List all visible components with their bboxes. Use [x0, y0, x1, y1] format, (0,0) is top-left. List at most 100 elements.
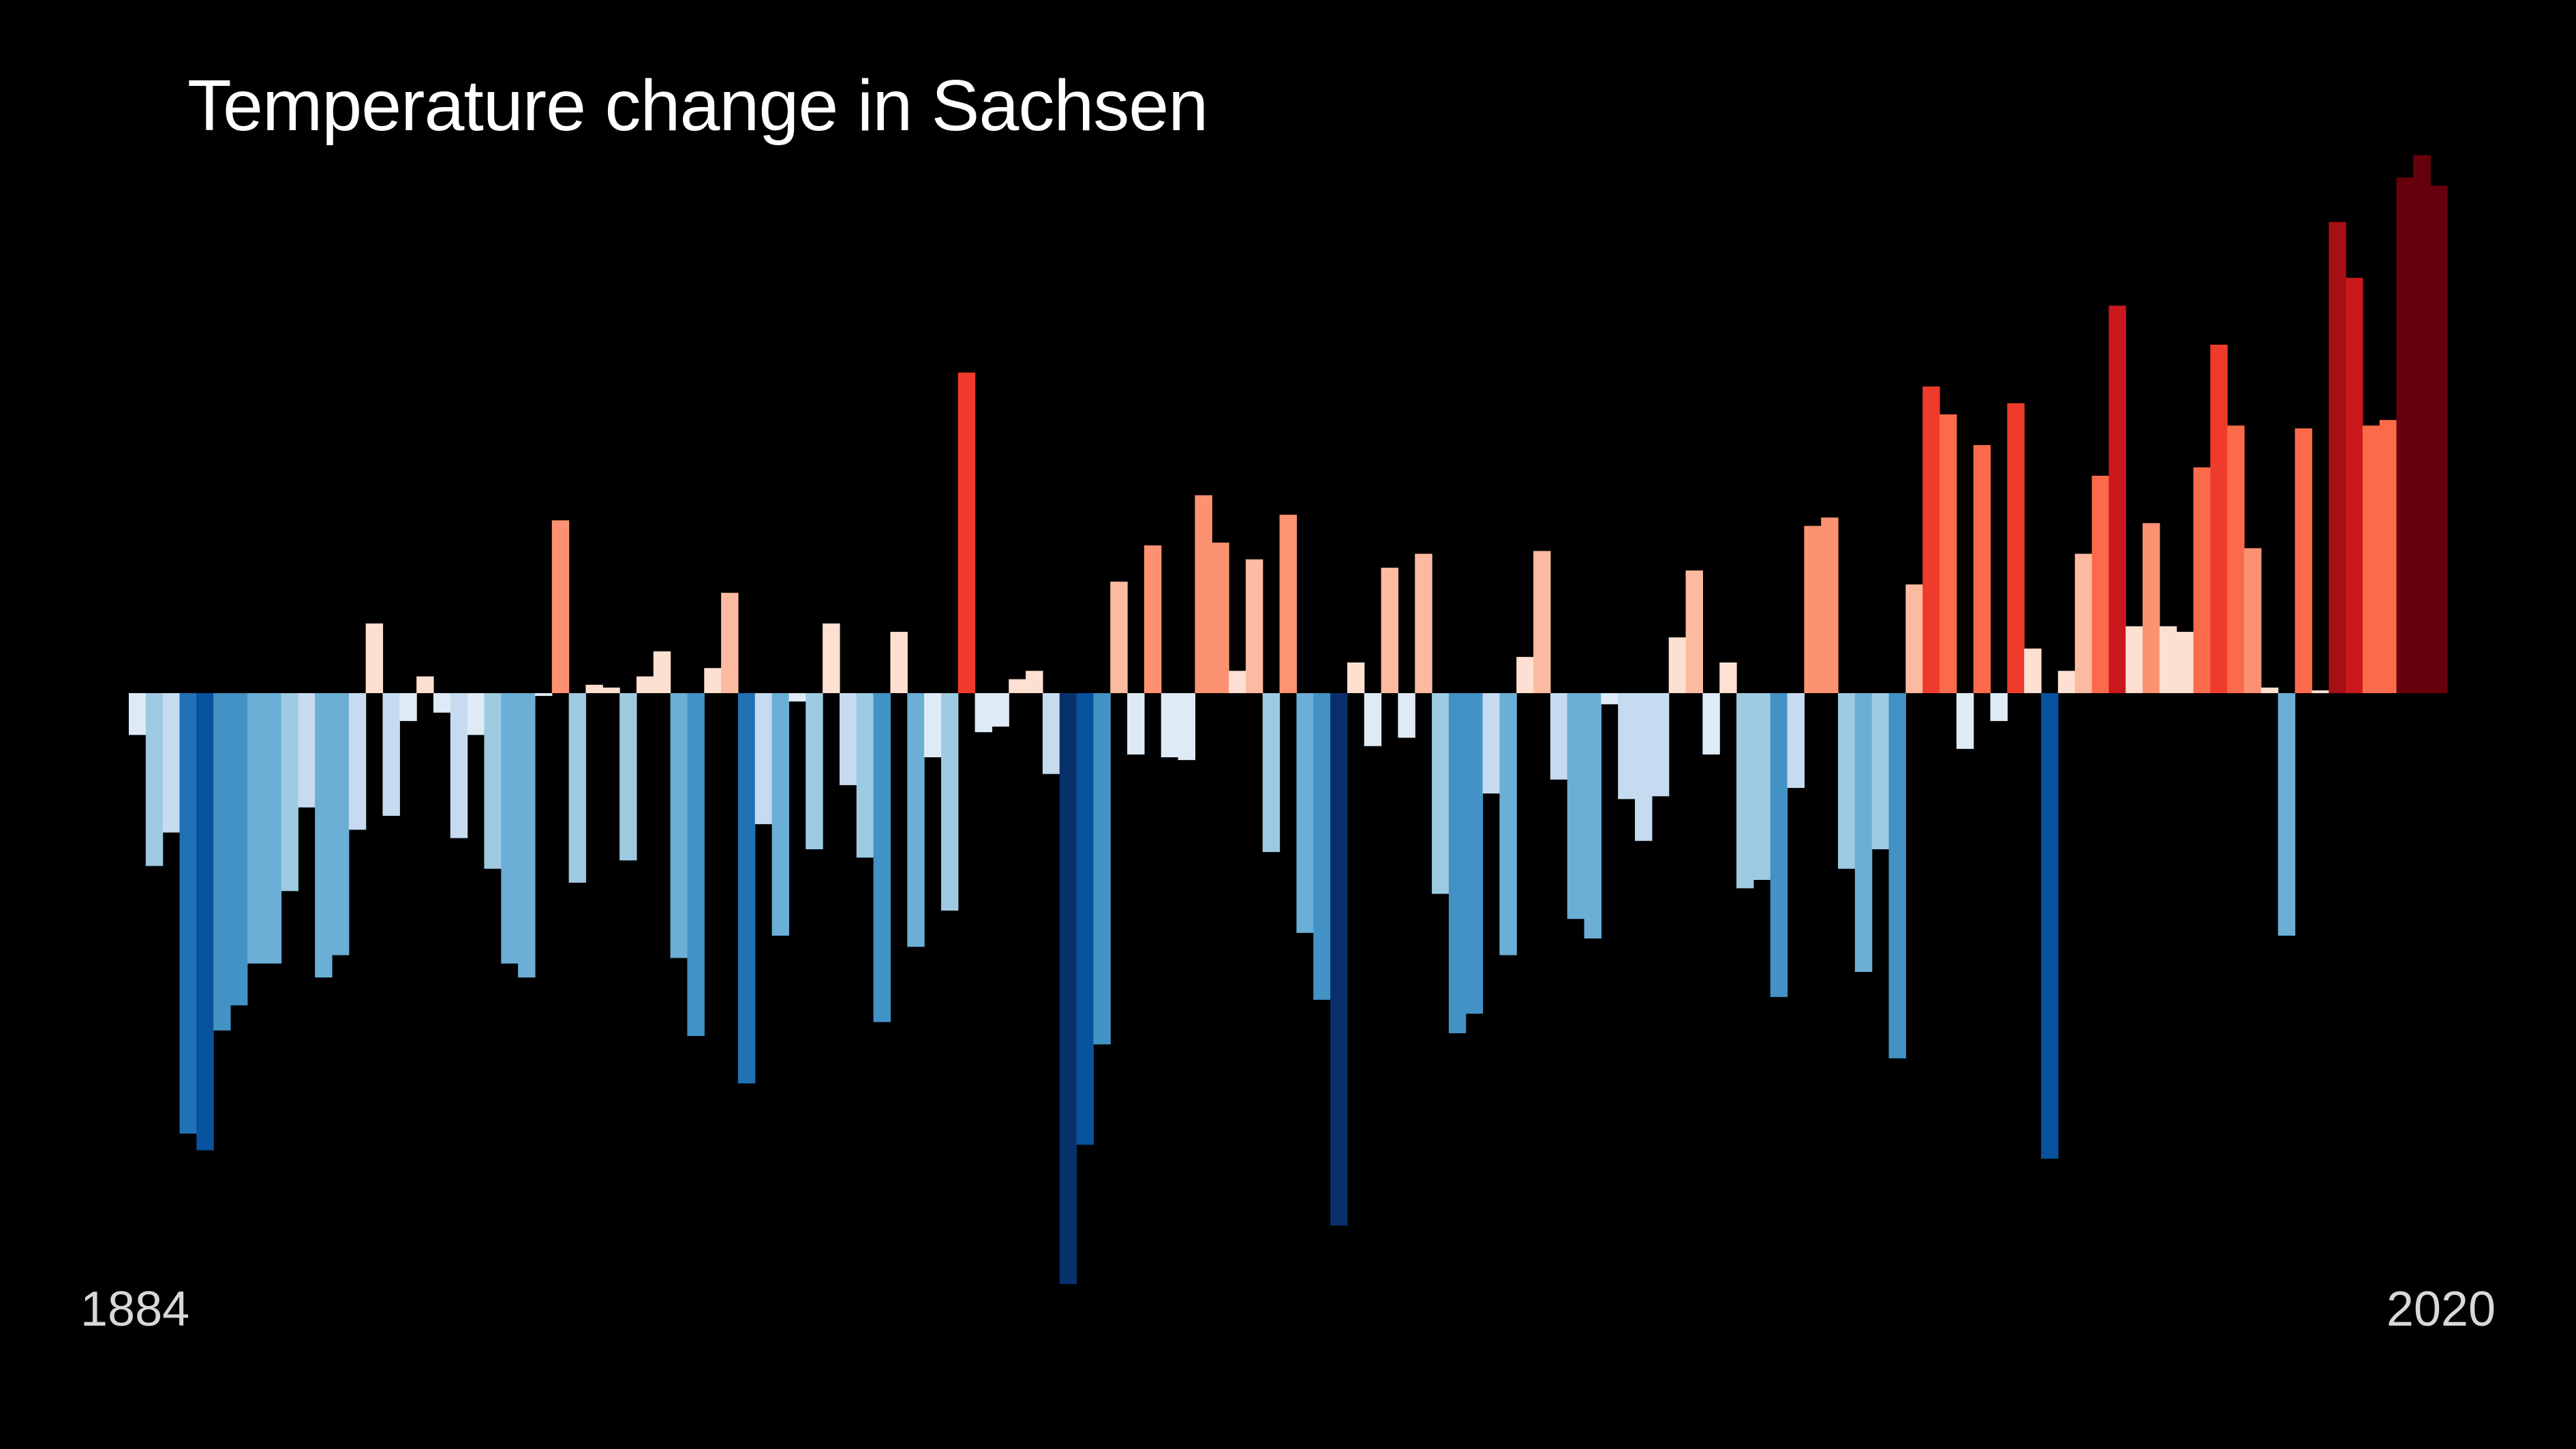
bar-1898 — [365, 623, 384, 693]
bar-1985 — [1838, 693, 1856, 869]
bar-2007 — [2210, 344, 2228, 693]
bar-1920 — [737, 693, 756, 1084]
bar-1977 — [1702, 693, 1720, 754]
bar-1955 — [1330, 693, 1348, 1226]
bar-1957 — [1364, 693, 1382, 746]
bar-2009 — [2244, 548, 2262, 693]
bar-1891 — [247, 693, 265, 964]
bar-1913 — [619, 693, 637, 861]
bar-1947 — [1195, 495, 1212, 693]
bar-1942 — [1110, 581, 1128, 693]
bar-1890 — [230, 693, 248, 1006]
bar-1912 — [602, 687, 620, 693]
bar-1961 — [1432, 693, 1450, 894]
bar-1948 — [1212, 543, 1229, 693]
bar-2011 — [2278, 693, 2296, 936]
bar-2018 — [2396, 177, 2414, 694]
bar-1967 — [1533, 551, 1551, 693]
bar-1916 — [670, 693, 688, 958]
bar-1884 — [129, 693, 147, 735]
bar-1965 — [1499, 693, 1517, 956]
bar-1996 — [2024, 648, 2042, 693]
bar-1995 — [2007, 403, 2025, 693]
bar-1973 — [1635, 693, 1653, 841]
bar-1919 — [721, 592, 739, 693]
bar-1934 — [975, 693, 993, 733]
bar-1997 — [2041, 693, 2059, 1159]
bar-1900 — [399, 693, 417, 721]
bar-1922 — [771, 693, 790, 936]
bar-1939 — [1059, 693, 1077, 1285]
bar-1917 — [687, 693, 705, 1037]
bar-2001 — [2109, 305, 2126, 693]
bar-1929 — [890, 632, 908, 693]
bar-1918 — [704, 668, 722, 693]
bar-1899 — [382, 693, 400, 816]
bar-1988 — [1888, 693, 1906, 1058]
bar-1910 — [568, 693, 587, 883]
bar-1980 — [1753, 693, 1771, 881]
bar-1954 — [1313, 693, 1331, 1000]
bar-1904 — [467, 693, 485, 735]
bar-1958 — [1381, 567, 1399, 693]
bar-1887 — [179, 693, 197, 1134]
bar-1902 — [433, 693, 451, 713]
bar-1969 — [1567, 693, 1585, 919]
bar-2002 — [2126, 626, 2143, 693]
bar-1983 — [1804, 525, 1822, 693]
bar-1938 — [1042, 693, 1060, 774]
bar-2004 — [2159, 626, 2177, 693]
bar-1946 — [1178, 693, 1196, 761]
bar-1889 — [213, 693, 231, 1031]
bar-2008 — [2227, 425, 2245, 693]
bar-1979 — [1736, 693, 1754, 889]
bar-1907 — [518, 693, 536, 978]
bar-2017 — [2379, 420, 2397, 693]
bar-1888 — [196, 693, 214, 1150]
bar-1952 — [1279, 515, 1298, 693]
bar-1945 — [1161, 693, 1179, 758]
bar-1926 — [839, 693, 857, 785]
bar-2006 — [2193, 467, 2211, 693]
bar-1936 — [1009, 679, 1026, 693]
bar-1937 — [1026, 671, 1043, 693]
bar-1901 — [416, 676, 434, 693]
bar-1999 — [2074, 553, 2093, 693]
bar-2016 — [2362, 425, 2380, 693]
bar-1908 — [534, 693, 553, 697]
bar-1982 — [1787, 693, 1805, 789]
bar-1998 — [2057, 671, 2076, 693]
bar-1933 — [957, 372, 976, 693]
bar-1886 — [162, 693, 181, 833]
bar-1911 — [585, 684, 603, 693]
bar-1915 — [653, 651, 671, 693]
bar-1903 — [450, 693, 468, 838]
bar-1971 — [1601, 693, 1619, 705]
bar-2012 — [2295, 428, 2312, 693]
bar-1893 — [281, 693, 298, 891]
bar-1927 — [856, 693, 874, 858]
bar-1994 — [1990, 693, 2008, 721]
bar-2019 — [2413, 155, 2431, 693]
bar-1992 — [1956, 693, 1974, 749]
bar-1941 — [1093, 693, 1111, 1045]
bar-1981 — [1770, 693, 1788, 997]
bar-1972 — [1618, 693, 1636, 799]
bar-1968 — [1550, 693, 1568, 780]
bar-1906 — [501, 693, 519, 964]
bar-1991 — [1939, 414, 1957, 693]
bar-2010 — [2260, 687, 2279, 693]
bar-1956 — [1347, 662, 1365, 693]
bar-1974 — [1651, 693, 1670, 797]
bar-1970 — [1584, 693, 1601, 939]
bar-2013 — [2312, 690, 2329, 693]
bar-1949 — [1229, 671, 1246, 693]
bar-1990 — [1922, 386, 1940, 693]
bar-1950 — [1245, 559, 1263, 693]
bar-1986 — [1854, 693, 1873, 972]
bar-1892 — [264, 693, 282, 964]
bar-1928 — [873, 693, 891, 1022]
bar-1963 — [1465, 693, 1484, 1014]
bar-2015 — [2346, 277, 2363, 694]
